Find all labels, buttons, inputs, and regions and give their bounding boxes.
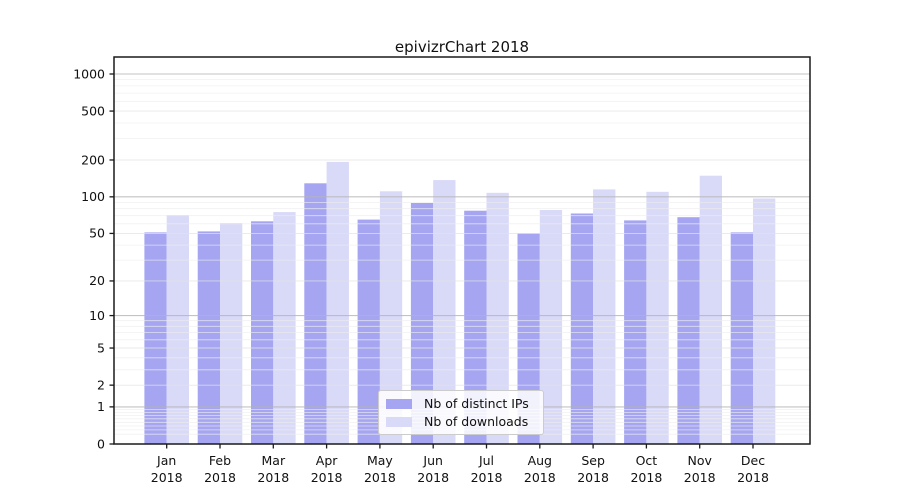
bar-may-downloads (379, 191, 403, 444)
bar-jun-distinct-ips (410, 203, 434, 444)
x-tick-label-year-jan: 2018 (151, 470, 183, 485)
bar-nov-distinct-ips (677, 217, 700, 444)
y-tick-label-20: 20 (89, 273, 105, 288)
legend-swatch-distinct-ips (386, 398, 412, 409)
bar-oct-downloads (646, 191, 669, 444)
y-tick-label-200: 200 (81, 152, 105, 167)
bar-jun-downloads (433, 180, 456, 444)
x-tick-label-year-oct: 2018 (630, 470, 662, 485)
legend-item-downloads: Nb of downloads (386, 414, 543, 429)
x-tick-label-year-dec: 2018 (737, 470, 769, 485)
x-tick-label-year-may: 2018 (364, 470, 396, 485)
x-tick-label-month-aug: Aug (528, 453, 552, 468)
x-tick-label-month-jul: Jul (478, 453, 494, 468)
y-tick-label-5: 5 (97, 340, 105, 355)
chart-title: epivizrChart 2018 (394, 38, 530, 56)
y-tick-label-1: 1 (97, 399, 105, 414)
legend-label-distinct-ips: Nb of distinct IPs (424, 396, 529, 411)
bar-nov-downloads (699, 175, 722, 444)
legend: Nb of distinct IPs Nb of downloads (378, 390, 544, 435)
bar-jul-distinct-ips (464, 210, 487, 444)
legend-item-distinct-ips: Nb of distinct IPs (386, 396, 543, 411)
bar-sep-downloads (593, 189, 616, 444)
y-tick-label-50: 50 (89, 226, 105, 241)
x-tick-label-year-mar: 2018 (257, 470, 289, 485)
y-tick-label-0: 0 (97, 436, 105, 451)
x-tick-label-year-jun: 2018 (417, 470, 449, 485)
bar-feb-downloads (220, 223, 243, 444)
x-tick-label-year-jul: 2018 (471, 470, 503, 485)
x-tick-label-month-may: May (367, 453, 393, 468)
y-tick-label-2: 2 (97, 377, 105, 392)
bar-jan-distinct-ips (144, 232, 167, 444)
bar-jan-downloads (166, 215, 189, 444)
x-tick-label-year-aug: 2018 (524, 470, 556, 485)
bar-apr-downloads (326, 161, 349, 444)
x-tick-label-month-jan: Jan (156, 453, 176, 468)
x-axis: Jan 2018 Feb 2018 Mar 2018 Apr 2018 May 2018 Jun 20… (151, 444, 769, 485)
x-tick-label-month-dec: Dec (741, 453, 765, 468)
x-tick-label-year-feb: 2018 (204, 470, 236, 485)
legend-label-downloads: Nb of downloads (424, 414, 529, 429)
x-tick-label-year-sep: 2018 (577, 470, 609, 485)
y-tick-label-10: 10 (89, 308, 105, 323)
bars-group (144, 161, 776, 445)
x-tick-label-month-sep: Sep (581, 453, 605, 468)
bar-jul-downloads (486, 192, 509, 444)
x-tick-label-year-nov: 2018 (684, 470, 716, 485)
bar-apr-distinct-ips (304, 183, 327, 445)
x-tick-label-month-jun: Jun (422, 453, 443, 468)
x-tick-label-month-oct: Oct (636, 453, 658, 468)
bar-may-distinct-ips (357, 219, 380, 444)
x-tick-label-month-mar: Mar (262, 453, 286, 468)
legend-swatch-downloads (386, 416, 412, 427)
y-tick-label-500: 500 (81, 103, 105, 118)
gridlines-group (114, 73, 810, 435)
plot-border (113, 56, 811, 445)
x-tick-label-month-feb: Feb (209, 453, 231, 468)
bar-mar-downloads (273, 212, 296, 444)
y-tick-label-100: 100 (81, 189, 105, 204)
x-tick-label-month-nov: Nov (687, 453, 712, 468)
x-tick-label-month-apr: Apr (316, 453, 338, 468)
y-tick-label-1000: 1000 (73, 66, 105, 81)
bar-feb-distinct-ips (197, 231, 220, 444)
x-tick-label-year-apr: 2018 (311, 470, 343, 485)
bar-dec-distinct-ips (730, 232, 753, 444)
bar-sep-distinct-ips (570, 213, 594, 444)
